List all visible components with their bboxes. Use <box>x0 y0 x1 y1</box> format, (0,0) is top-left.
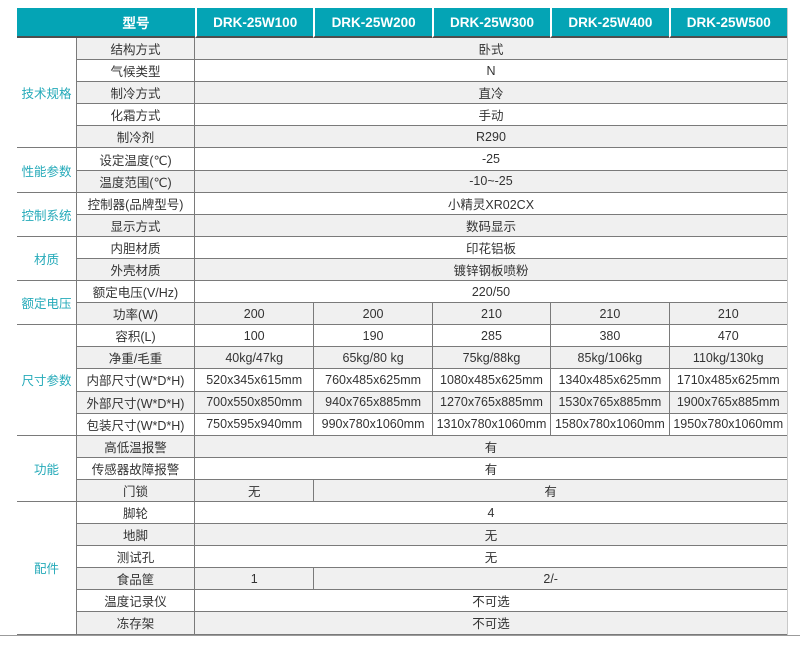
spec-value: 110kg/130kg <box>668 347 787 370</box>
spec-value: 手动 <box>195 104 787 127</box>
spec-value: 数码显示 <box>195 214 787 237</box>
spec-value: 990x780x1060mm <box>313 413 432 436</box>
spec-value: 520x345x615mm <box>195 369 314 392</box>
model-header: DRK-25W300 <box>431 8 551 38</box>
spec-value: -25 <box>195 148 787 171</box>
group-cell: 尺寸参数 <box>17 325 77 436</box>
group-cell: 功能 <box>17 435 77 502</box>
spec-value: 有 <box>195 457 787 480</box>
row-label: 显示方式 <box>77 214 195 237</box>
spec-value: 760x485x625mm <box>313 369 432 392</box>
row-label: 测试孔 <box>77 546 195 569</box>
row-label: 控制器(品牌型号) <box>77 192 195 215</box>
model-header: DRK-25W100 <box>195 8 314 38</box>
spec-value: 85kg/106kg <box>550 347 669 370</box>
spec-value: 200 <box>313 303 432 326</box>
spec-value: 1900x765x885mm <box>668 391 787 414</box>
spec-value: N <box>195 60 787 83</box>
spec-value: 210 <box>668 303 787 326</box>
spec-value: 1340x485x625mm <box>550 369 669 392</box>
row-label: 内胆材质 <box>77 236 195 259</box>
spec-value: 700x550x850mm <box>195 391 314 414</box>
row-label: 结构方式 <box>77 38 195 61</box>
spec-value: 40kg/47kg <box>195 347 314 370</box>
row-label: 食品筐 <box>77 568 195 591</box>
spec-value: 190 <box>313 325 432 348</box>
spec-value: 无 <box>195 524 787 547</box>
spec-value: 有 <box>313 479 787 502</box>
spec-value: 1580x780x1060mm <box>550 413 669 436</box>
group-cell: 技术规格 <box>17 38 77 149</box>
spec-value: 无 <box>195 546 787 569</box>
row-label: 容积(L) <box>77 325 195 348</box>
row-label: 额定电压(V/Hz) <box>77 281 195 304</box>
spec-value: 1530x765x885mm <box>550 391 669 414</box>
spec-value: 镀锌钢板喷粉 <box>195 258 787 282</box>
spec-value: 直冷 <box>195 82 787 105</box>
spec-value: 75kg/88kg <box>431 347 551 370</box>
spec-value: 小精灵XR02CX <box>195 192 787 215</box>
spec-value: 220/50 <box>195 281 787 304</box>
model-header: DRK-25W500 <box>668 8 787 38</box>
row-label: 包装尺寸(W*D*H) <box>77 413 195 436</box>
spec-value: 65kg/80 kg <box>313 347 432 370</box>
row-label: 设定温度(℃) <box>77 148 195 171</box>
spec-value: 200 <box>195 303 314 326</box>
group-cell: 材质 <box>17 236 77 282</box>
row-label: 化霜方式 <box>77 104 195 127</box>
spec-value: 210 <box>550 303 669 326</box>
spec-value: 1950x780x1060mm <box>668 413 787 436</box>
spec-value: 380 <box>550 325 669 348</box>
row-label: 外部尺寸(W*D*H) <box>77 391 195 414</box>
spec-value: 1080x485x625mm <box>431 369 551 392</box>
row-label: 地脚 <box>77 524 195 547</box>
spec-value: 不可选 <box>195 590 787 613</box>
spec-value: 470 <box>668 325 787 348</box>
row-label: 制冷剂 <box>77 126 195 149</box>
row-label: 冻存架 <box>77 612 195 635</box>
group-cell: 性能参数 <box>17 148 77 193</box>
spec-value: 不可选 <box>195 612 787 635</box>
row-label: 温度记录仪 <box>77 590 195 613</box>
row-label: 功率(W) <box>77 303 195 326</box>
model-header: DRK-25W200 <box>313 8 432 38</box>
spec-value: R290 <box>195 126 787 149</box>
spec-value: -10~-25 <box>195 170 787 193</box>
row-label: 外壳材质 <box>77 258 195 282</box>
spec-value: 印花铝板 <box>195 236 787 259</box>
spec-value: 940x765x885mm <box>313 391 432 414</box>
spec-value: 210 <box>431 303 551 326</box>
group-cell: 配件 <box>17 501 77 635</box>
spec-table: 型号 DRK-25W100 DRK-25W200 DRK-25W300 DRK-25W4… <box>17 8 788 635</box>
spec-value: 100 <box>195 325 314 348</box>
spec-value: 285 <box>431 325 551 348</box>
row-label: 内部尺寸(W*D*H) <box>77 369 195 392</box>
spec-value: 750x595x940mm <box>195 413 314 436</box>
row-label: 制冷方式 <box>77 82 195 105</box>
spec-value: 1310x780x1060mm <box>431 413 551 436</box>
model-column-header: 型号 <box>17 8 195 38</box>
spec-value: 1710x485x625mm <box>668 369 787 392</box>
row-label: 温度范围(℃) <box>77 170 195 193</box>
spec-value: 无 <box>195 479 314 502</box>
spec-value: 4 <box>195 501 787 525</box>
spec-value: 1 <box>195 568 314 591</box>
group-cell: 额定电压 <box>17 281 77 326</box>
spec-value: 2/- <box>313 568 787 591</box>
spec-value: 有 <box>195 435 787 458</box>
group-cell: 控制系统 <box>17 192 77 237</box>
spec-value: 1270x765x885mm <box>431 391 551 414</box>
model-header: DRK-25W400 <box>550 8 669 38</box>
spec-value: 卧式 <box>195 38 787 61</box>
row-label: 传感器故障报警 <box>77 457 195 480</box>
bottom-divider <box>0 635 800 636</box>
row-label: 高低温报警 <box>77 435 195 458</box>
row-label: 净重/毛重 <box>77 347 195 370</box>
row-label: 门锁 <box>77 479 195 502</box>
row-label: 脚轮 <box>77 501 195 525</box>
row-label: 气候类型 <box>77 60 195 83</box>
